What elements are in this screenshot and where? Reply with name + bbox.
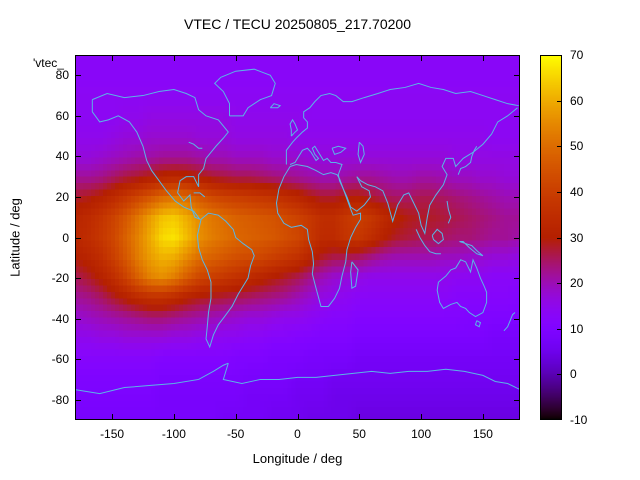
y-tick-label: 80 <box>55 68 69 83</box>
colorbar-tick-label: 60 <box>570 93 584 108</box>
colorbar-tick-label: 30 <box>570 230 584 245</box>
x-tick-label: -50 <box>227 427 245 441</box>
colorbar-tick-mark <box>557 419 562 420</box>
x-tick-mark <box>235 414 237 420</box>
x-tick-mark <box>297 414 299 420</box>
y-tick-mark <box>75 237 81 239</box>
x-tick-mark <box>359 414 361 420</box>
colorbar-tick-label: -10 <box>570 413 588 427</box>
y-tick-label: 60 <box>55 108 69 123</box>
y-tick-mark <box>75 196 81 198</box>
x-tick-label: 150 <box>472 427 493 441</box>
x-tick-mark <box>173 414 175 420</box>
y-tick-mark <box>514 318 520 320</box>
series-key-label: 'vtec_ <box>33 56 64 70</box>
y-tick-mark <box>514 196 520 198</box>
plot-area <box>75 55 520 420</box>
y-tick-mark <box>75 399 81 401</box>
colorbar-tick-mark <box>557 283 562 285</box>
x-tick-mark <box>482 55 484 61</box>
x-tick-mark <box>297 55 299 61</box>
x-tick-mark <box>421 55 423 61</box>
x-tick-mark <box>173 55 175 61</box>
x-tick-label: 0 <box>294 427 301 441</box>
x-tick-mark <box>359 55 361 61</box>
y-tick-mark <box>75 318 81 320</box>
y-tick-label: -60 <box>51 352 69 367</box>
colorbar-tick-label: 10 <box>570 321 584 336</box>
colorbar-tick-label: 0 <box>570 367 577 382</box>
y-tick-mark <box>514 399 520 401</box>
colorbar-tick-mark <box>557 328 562 330</box>
colorbar-tick-mark <box>557 55 562 56</box>
y-tick-label: 0 <box>62 230 69 245</box>
y-tick-mark <box>514 237 520 239</box>
y-tick-label: -20 <box>51 271 69 286</box>
y-tick-mark <box>75 115 81 117</box>
colorbar-gradient <box>540 55 562 420</box>
colorbar-tick-mark <box>557 100 562 102</box>
y-tick-mark <box>514 75 520 77</box>
y-tick-label: 40 <box>55 149 69 164</box>
x-tick-mark <box>421 414 423 420</box>
x-tick-label: 50 <box>352 427 366 441</box>
x-tick-label: -100 <box>161 427 186 441</box>
x-tick-mark <box>482 414 484 420</box>
chart-title: VTEC / TECU 20250805_217.70200 <box>183 16 411 32</box>
colorbar-tick-mark <box>557 374 562 376</box>
y-tick-mark <box>514 359 520 361</box>
colorbar-tick-label: 40 <box>570 184 584 199</box>
y-tick-label: 20 <box>55 189 69 204</box>
y-tick-mark <box>514 156 520 158</box>
y-tick-mark <box>75 75 81 77</box>
y-tick-label: -40 <box>51 311 69 326</box>
x-tick-mark <box>112 414 114 420</box>
colorbar-tick-label: 70 <box>570 48 584 62</box>
y-tick-mark <box>514 115 520 117</box>
x-tick-label: -150 <box>100 427 125 441</box>
colorbar-tick-label: 50 <box>570 139 584 154</box>
x-tick-mark <box>112 55 114 61</box>
y-tick-mark <box>514 278 520 280</box>
y-axis-label: Latitude / deg <box>7 198 23 277</box>
vtec-heatmap-canvas <box>75 55 520 420</box>
colorbar-tick-mark <box>557 191 562 193</box>
x-axis-label: Longitude / deg <box>252 451 343 466</box>
y-tick-label: -80 <box>51 392 69 407</box>
x-tick-label: 100 <box>411 427 432 441</box>
y-tick-mark <box>75 359 81 361</box>
colorbar-tick-mark <box>557 146 562 148</box>
y-tick-mark <box>75 278 81 280</box>
y-tick-mark <box>75 156 81 158</box>
x-tick-mark <box>235 55 237 61</box>
colorbar-tick-mark <box>557 237 562 239</box>
colorbar-tick-label: 20 <box>570 276 584 291</box>
